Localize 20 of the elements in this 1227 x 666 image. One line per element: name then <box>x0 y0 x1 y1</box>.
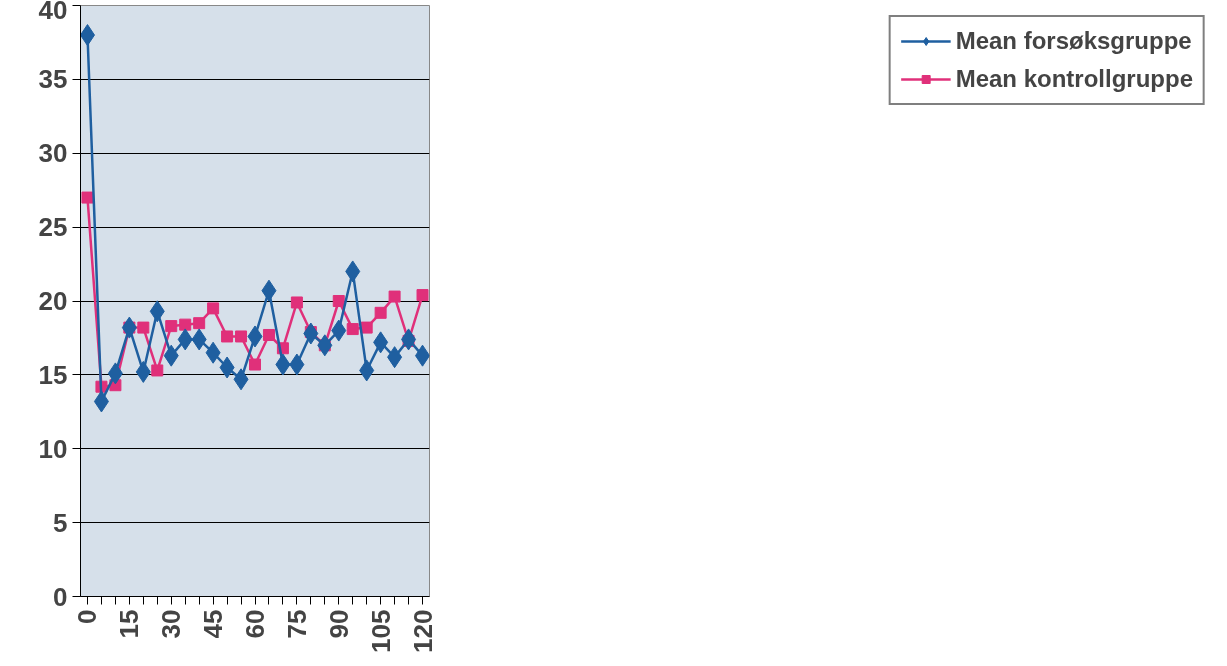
legend-label: Mean kontrollgruppe <box>955 65 1193 93</box>
y-tick-label: 40 <box>38 0 68 25</box>
y-tick-label: 35 <box>38 64 68 95</box>
y-tick-label: 25 <box>38 212 68 243</box>
y-tick-label: 10 <box>38 433 68 464</box>
x-tick-label: 0 <box>72 609 103 624</box>
legend-label: Mean forsøksgruppe <box>955 27 1192 55</box>
y-tick-label: 5 <box>53 507 68 538</box>
y-tick-label: 20 <box>38 286 68 316</box>
x-tick-label: 30 <box>156 609 187 639</box>
x-tick-label: 45 <box>198 609 229 639</box>
y-tick-label: 0 <box>53 581 68 612</box>
x-tick-label: 120 <box>407 609 438 653</box>
x-tick-label: 15 <box>114 609 145 639</box>
x-tick-label: 105 <box>365 609 396 653</box>
x-tick-label: 90 <box>323 609 354 639</box>
y-tick-label: 15 <box>38 359 68 390</box>
x-tick-label: 75 <box>281 609 312 639</box>
x-tick-label: 60 <box>240 609 270 639</box>
y-tick-label: 30 <box>38 138 68 169</box>
